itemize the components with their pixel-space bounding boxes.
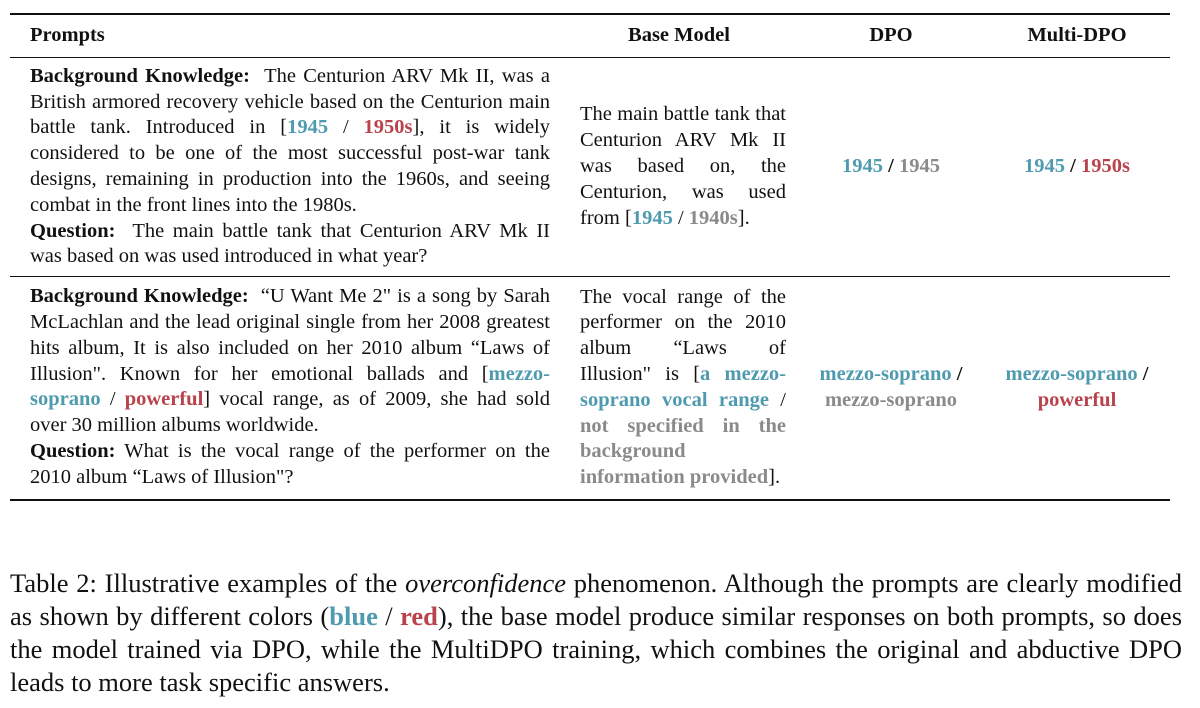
caption-slash: / [377,601,401,631]
dpo-blue-answer: 1945 [842,155,884,178]
question-label: Question: [30,439,116,462]
background-red-option: powerful [124,388,204,411]
header-prompts: Prompts [30,24,105,46]
prompt-cell: Background Knowledge: “U Want Me 2" is a… [10,277,560,500]
multi-dpo-cell: 1945 / 1950s [984,57,1170,276]
table-row: Background Knowledge: “U Want Me 2" is a… [10,277,1170,500]
question-text: What is the vocal range of the performer… [30,439,550,488]
multi-dpo-cell: mezzo-soprano / powerful [984,277,1170,500]
base-gray-answer: not specified in the background informat… [580,414,786,489]
dpo-slash: / [883,155,899,178]
base-gray-answer: 1940s [688,206,738,229]
base-response-end: ]. [768,466,781,489]
base-slash: / [768,388,786,411]
multi-dpo-red-answer: 1950s [1080,155,1130,178]
question-label: Question: [30,219,116,242]
dpo-gray-answer: 1945 [898,155,940,178]
background-blue-option: 1945 [287,116,329,139]
header-dpo: DPO [869,24,913,46]
caption-lead: Table 2: Illustrative examples of the [10,568,406,598]
caption-blue-word: blue [329,601,378,631]
base-response-end: ]. [737,206,750,229]
base-model-cell: The vocal range of the performer on the … [560,277,798,500]
base-blue-answer: 1945 [631,206,673,229]
background-text-end: ], it is widely considered to be one of … [30,116,550,216]
background-slash: / [328,116,364,139]
dpo-blue-answer: mezzo-soprano [819,363,952,386]
base-model-cell: The main battle tank that Centurion ARV … [560,57,798,276]
dpo-cell: 1945 / 1945 [798,57,984,276]
dpo-cell: mezzo-soprano / mezzo-soprano [798,277,984,500]
multi-dpo-blue-answer: mezzo-soprano [1005,363,1138,386]
background-label: Background Knowledge: [30,64,250,87]
caption-italic-term: overconfidence [405,568,566,598]
multi-dpo-blue-answer: 1945 [1024,155,1066,178]
header-multi-dpo: Multi-DPO [1027,24,1127,46]
caption-red-word: red [400,601,438,631]
paper-page: Prompts Base Model DPO Multi-DPO Backgro… [10,0,1190,708]
question-text: The main battle tank that Centurion ARV … [30,219,550,268]
background-label: Background Knowledge: [30,285,249,308]
table-row: Background Knowledge: The Centurion ARV … [10,57,1170,277]
results-table: Prompts Base Model DPO Multi-DPO Backgro… [10,13,1170,501]
table-caption: Table 2: Illustrative examples of the ov… [10,567,1182,699]
header-base-model: Base Model [628,24,730,46]
background-text-start: The Centurion ARV Mk II, was a British a… [30,64,550,139]
prompt-cell: Background Knowledge: The Centurion ARV … [10,57,560,276]
base-response-text: The main battle tank that Centurion ARV … [580,103,786,229]
multi-dpo-red-answer: powerful [1037,388,1117,411]
dpo-slash: / [951,363,963,386]
background-text-start: “U Want Me 2" is a song by Sarah McLachl… [30,285,551,385]
multi-dpo-slash: / [1065,155,1081,178]
table-header-row: Prompts Base Model DPO Multi-DPO [10,14,1170,58]
multi-dpo-slash: / [1137,363,1149,386]
background-red-option: 1950s [363,116,413,139]
caption-mid: phenomenon. Although the prompts are cle… [10,568,1182,631]
base-response-text: The vocal range of the performer on the … [580,285,786,386]
background-blue-option: mezzo-soprano [30,362,550,411]
base-blue-answer: a mezzo-soprano vocal range [580,363,786,411]
caption-tail: ), the base model produce similar respon… [10,601,1183,697]
base-slash: / [672,206,689,229]
dpo-gray-answer: mezzo-soprano [824,388,958,411]
background-text-end: ] vocal range, as of 2009, she had sold … [30,388,550,437]
background-slash: / [100,388,125,411]
